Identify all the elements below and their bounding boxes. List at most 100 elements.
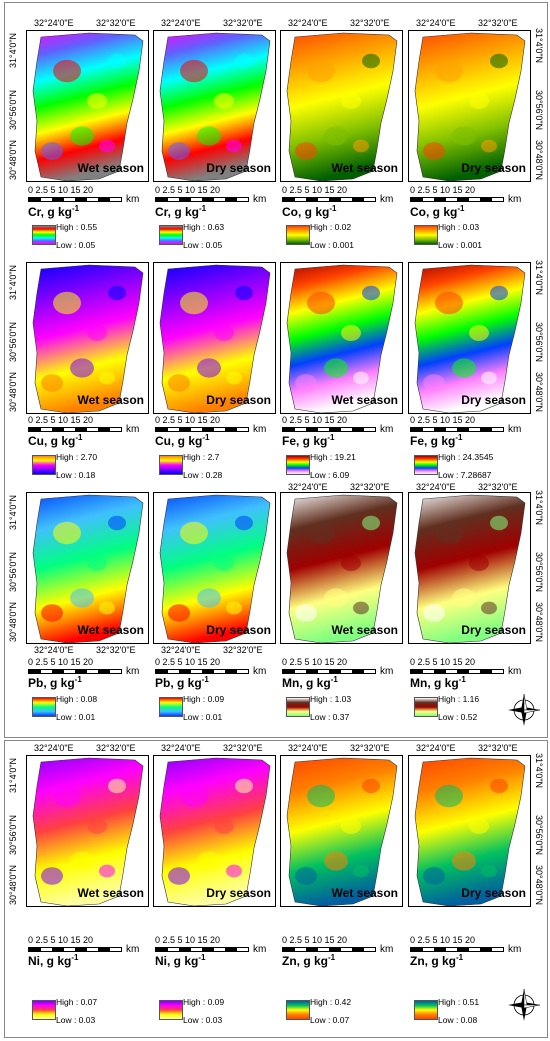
legend-color-ramp <box>414 455 438 475</box>
scale-unit: km <box>126 194 140 205</box>
legend: High : 0.08 Low : 0.01 <box>32 694 142 725</box>
latitude-label-right: 31°4'0"N <box>534 753 544 789</box>
scale-ticks: 0 2.5 5 10 15 20 <box>155 657 221 667</box>
longitude-label: 32°32'0"E <box>96 18 136 28</box>
scale-ticks: 0 2.5 5 10 15 20 <box>282 185 348 195</box>
scale-bar-graphic <box>155 197 249 202</box>
season-label: Wet season <box>331 623 398 637</box>
scale-bar-graphic <box>282 669 376 674</box>
longitude-label: 32°24'0"E <box>34 743 74 753</box>
legend-low: Low : 0.001 <box>310 240 354 250</box>
latitude-label-right: 30°56'0"N <box>534 90 544 131</box>
legend-high: High : 24.3545 <box>438 452 494 462</box>
map-cu-wet: Wet season <box>26 262 149 414</box>
season-label: Wet season <box>77 886 144 900</box>
scale-ticks: 0 2.5 5 10 15 20 <box>155 935 221 945</box>
legend-high: High : 2.7 <box>183 452 220 462</box>
legend-low: Low : 0.05 <box>183 240 223 250</box>
latitude-label-left: 30°56'0"N <box>8 551 18 592</box>
season-label: Dry season <box>206 886 271 900</box>
map-mn-wet: Wet season <box>280 492 403 644</box>
scale-bar: 0 2.5 5 10 15 20 km <box>26 185 149 205</box>
scale-ticks: 0 2.5 5 10 15 20 <box>155 185 221 195</box>
legend-low: Low : 0.05 <box>56 240 96 250</box>
north-arrow-compass-top <box>504 690 544 730</box>
legend-low: Low : 0.01 <box>56 712 96 722</box>
legend-low: Low : 0.28 <box>183 470 223 480</box>
legend-low: Low : 0.18 <box>56 470 96 480</box>
latitude-label-left: 31°4'0"N <box>8 757 18 793</box>
scale-bar: 0 2.5 5 10 15 20 km <box>26 415 149 435</box>
longitude-label: 32°24'0"E <box>161 743 201 753</box>
scale-ticks: 0 2.5 5 10 15 20 <box>28 415 94 425</box>
scale-bar: 0 2.5 5 10 15 20 km <box>280 185 403 205</box>
legend-color-ramp <box>32 225 56 245</box>
latitude-label-left: 31°4'0"N <box>8 494 18 530</box>
scale-bar-graphic <box>282 947 376 952</box>
legend-high: High : 1.03 <box>310 694 352 704</box>
legend: High : 1.16 Low : 0.52 <box>414 694 524 725</box>
longitude-label: 32°32'0"E <box>478 482 518 492</box>
scale-ticks: 0 2.5 5 10 15 20 <box>28 935 94 945</box>
scale-ticks: 0 2.5 5 10 15 20 <box>28 657 94 667</box>
legend: High : 0.09 Low : 0.01 <box>159 694 269 725</box>
season-label: Dry season <box>206 393 271 407</box>
legend-high: High : 1.16 <box>438 694 480 704</box>
legend-color-ramp <box>32 455 56 475</box>
longitude-label: 32°32'0"E <box>96 645 136 655</box>
legend: High : 0.09 Low : 0.03 <box>159 997 269 1028</box>
legend: High : 1.03 Low : 0.37 <box>286 694 396 725</box>
scale-bar: 0 2.5 5 10 15 20 km <box>153 657 276 677</box>
legend-color-ramp <box>286 455 310 475</box>
scale-bar-graphic <box>410 669 504 674</box>
element-label: Cu, g kg-1 <box>155 433 210 448</box>
scale-unit: km <box>126 424 140 435</box>
latitude-label-right: 30°56'0"N <box>534 815 544 856</box>
legend-low: Low : 6.09 <box>310 470 350 480</box>
map-cr-dry: Dry season <box>153 30 276 182</box>
element-label: Cr, g kg-1 <box>28 204 80 219</box>
legend-low: Low : 7.28687 <box>438 470 492 480</box>
element-label: Cu, g kg-1 <box>28 433 83 448</box>
season-label: Dry season <box>461 161 526 175</box>
scale-bar-graphic <box>155 427 249 432</box>
scale-bar: 0 2.5 5 10 15 20 km <box>408 657 531 677</box>
scale-bar-graphic <box>410 427 504 432</box>
season-label: Wet season <box>77 623 144 637</box>
latitude-label-right: 30°48'0"N <box>534 865 544 906</box>
scale-bar: 0 2.5 5 10 15 20 km <box>26 657 149 677</box>
legend-high: High : 0.63 <box>183 222 225 232</box>
map-pb-wet: Wet season <box>26 492 149 644</box>
legend-high: High : 19.21 <box>310 452 356 462</box>
longitude-label: 32°32'0"E <box>223 743 263 753</box>
longitude-label: 32°24'0"E <box>416 18 456 28</box>
map-cu-dry: Dry season <box>153 262 276 414</box>
latitude-label-left: 31°4'0"N <box>8 264 18 300</box>
longitude-label: 32°32'0"E <box>478 18 518 28</box>
season-label: Dry season <box>206 623 271 637</box>
map-zn-dry: Dry season <box>408 755 531 907</box>
scale-bar-graphic <box>155 947 249 952</box>
legend: High : 0.02 Low : 0.001 <box>286 222 396 253</box>
element-label: Zn, g kg-1 <box>282 953 336 968</box>
scale-bar-graphic <box>282 427 376 432</box>
scale-bar: 0 2.5 5 10 15 20 km <box>26 935 149 955</box>
element-label: Co, g kg-1 <box>410 204 465 219</box>
latitude-label-right: 30°48'0"N <box>534 140 544 181</box>
scale-bar-graphic <box>28 197 122 202</box>
scale-unit: km <box>508 194 522 205</box>
latitude-label-left: 30°48'0"N <box>8 601 18 642</box>
scale-bar: 0 2.5 5 10 15 20 km <box>280 415 403 435</box>
latitude-label-right: 31°4'0"N <box>534 490 544 526</box>
legend-color-ramp <box>159 697 183 717</box>
scale-bar: 0 2.5 5 10 15 20 km <box>153 935 276 955</box>
scale-unit: km <box>126 944 140 955</box>
scale-bar: 0 2.5 5 10 15 20 km <box>408 415 531 435</box>
scale-bar-graphic <box>28 669 122 674</box>
scale-unit: km <box>508 944 522 955</box>
scale-unit: km <box>126 666 140 677</box>
legend-high: High : 2.70 <box>56 452 98 462</box>
longitude-label: 32°24'0"E <box>288 743 328 753</box>
latitude-label-left: 30°48'0"N <box>8 864 18 905</box>
map-fe-dry: Dry season <box>408 262 531 414</box>
